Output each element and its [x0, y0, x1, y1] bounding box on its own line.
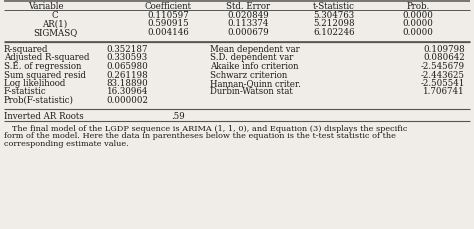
- Text: 1.706741: 1.706741: [423, 87, 465, 96]
- Text: R-squared: R-squared: [4, 45, 48, 54]
- Text: 5.212098: 5.212098: [313, 19, 355, 28]
- Text: Coefficient: Coefficient: [145, 2, 191, 11]
- Text: Sum squared resid: Sum squared resid: [4, 70, 86, 79]
- Text: Prob(F-statistic): Prob(F-statistic): [4, 95, 74, 105]
- Text: .59: .59: [171, 112, 185, 121]
- Text: C: C: [52, 11, 58, 20]
- Text: Akaike info criterion: Akaike info criterion: [210, 62, 299, 71]
- Text: Variable: Variable: [28, 2, 64, 11]
- Text: 0.065980: 0.065980: [106, 62, 148, 71]
- Text: 0.109798: 0.109798: [423, 45, 465, 54]
- Text: 0.0000: 0.0000: [402, 11, 433, 20]
- Text: AR(1): AR(1): [42, 19, 68, 28]
- Text: 6.102246: 6.102246: [313, 28, 355, 37]
- Text: F-statistic: F-statistic: [4, 87, 46, 96]
- Text: 0.0000: 0.0000: [402, 19, 433, 28]
- Text: Hannan-Quinn criter.: Hannan-Quinn criter.: [210, 79, 301, 88]
- Text: 83.18890: 83.18890: [106, 79, 148, 88]
- Text: 0.080642: 0.080642: [423, 53, 465, 62]
- Text: -2.443625: -2.443625: [421, 70, 465, 79]
- Text: 16.30964: 16.30964: [107, 87, 148, 96]
- Text: 0.020849: 0.020849: [227, 11, 269, 20]
- Text: -2.545679: -2.545679: [421, 62, 465, 71]
- Text: 0.110597: 0.110597: [147, 11, 189, 20]
- Text: 0.330593: 0.330593: [107, 53, 148, 62]
- Text: 0.261198: 0.261198: [106, 70, 148, 79]
- Text: Durbin-Watson stat: Durbin-Watson stat: [210, 87, 293, 96]
- Text: Log likelihood: Log likelihood: [4, 79, 65, 88]
- Text: t-Statistic: t-Statistic: [313, 2, 355, 11]
- Text: S.D. dependent var: S.D. dependent var: [210, 53, 293, 62]
- Text: 0.004146: 0.004146: [147, 28, 189, 37]
- Text: Std. Error: Std. Error: [226, 2, 270, 11]
- Text: Prob.: Prob.: [406, 2, 429, 11]
- Text: 5.304763: 5.304763: [313, 11, 355, 20]
- Text: form of the model. Here the data in parentheses below the equation is the t-test: form of the model. Here the data in pare…: [4, 132, 396, 140]
- Text: 0.000679: 0.000679: [227, 28, 269, 37]
- Text: SIGMASQ: SIGMASQ: [33, 28, 77, 37]
- Text: 0.113374: 0.113374: [228, 19, 269, 28]
- Text: Mean dependent var: Mean dependent var: [210, 45, 300, 54]
- Text: Inverted AR Roots: Inverted AR Roots: [4, 112, 84, 121]
- Text: The final model of the LGDP sequence is ARIMA (1, 1, 0), and Equation (3) displa: The final model of the LGDP sequence is …: [4, 124, 407, 132]
- Text: corresponding estimate value.: corresponding estimate value.: [4, 139, 129, 147]
- Text: Adjusted R-squared: Adjusted R-squared: [4, 53, 90, 62]
- Text: 0.590915: 0.590915: [147, 19, 189, 28]
- Text: Schwarz criterion: Schwarz criterion: [210, 70, 287, 79]
- Text: 0.352187: 0.352187: [107, 45, 148, 54]
- Text: S.E. of regression: S.E. of regression: [4, 62, 82, 71]
- Text: 0.0000: 0.0000: [402, 28, 433, 37]
- Text: -2.505541: -2.505541: [420, 79, 465, 88]
- Text: 0.000002: 0.000002: [106, 95, 148, 105]
